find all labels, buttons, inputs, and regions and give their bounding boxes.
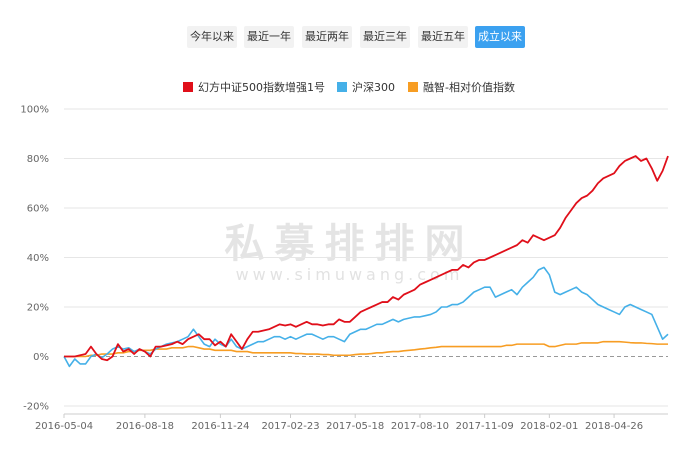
legend-swatch-series-1 [183,82,193,92]
y-tick-label: 100% [20,105,49,116]
legend-swatch-series-3 [408,82,418,92]
x-tick-label: 2017-02-23 [261,421,319,432]
x-tick-label: 2016-05-04 [35,421,93,432]
y-tick-label: 20% [27,303,49,314]
x-tick-label: 2018-04-26 [585,421,643,432]
tab-2-years[interactable]: 最近两年 [302,26,352,48]
chart-legend: 幻方中证500指数增强1号 沪深300 融智-相对价值指数 [0,80,699,96]
legend-label-series-2: 沪深300 [352,81,395,94]
x-tick-label: 2017-08-10 [391,421,449,432]
x-tick-label: 2017-05-18 [326,421,384,432]
x-tick-label: 2018-02-01 [520,421,578,432]
legend-label-series-1: 幻方中证500指数增强1号 [198,81,325,94]
period-tabs: 今年以来 最近一年 最近两年 最近三年 最近五年 成立以来 [0,26,699,48]
series-line-fund [64,155,669,362]
legend-swatch-series-2 [337,82,347,92]
tab-3-years[interactable]: 最近三年 [360,26,410,48]
legend-item-series-2[interactable]: 沪深300 [337,80,395,96]
y-tick-label: 0% [33,352,49,363]
legend-item-series-3[interactable]: 融智-相对价值指数 [408,80,515,96]
x-tick-label: 2017-11-09 [456,421,514,432]
tab-ytd[interactable]: 今年以来 [187,26,237,48]
y-tick-label: -20% [23,402,49,413]
y-tick-label: 60% [27,204,49,215]
y-tick-label: 80% [27,154,49,165]
tab-since-inception[interactable]: 成立以来 [475,26,525,48]
legend-label-series-3: 融智-相对价值指数 [423,81,515,94]
legend-item-series-1[interactable]: 幻方中证500指数增强1号 [183,80,325,96]
y-tick-label: 40% [27,253,49,264]
x-tick-label: 2016-11-24 [191,421,249,432]
tab-5-years[interactable]: 最近五年 [418,26,468,48]
x-tick-label: 2016-08-18 [116,421,174,432]
series-line-csi300 [63,266,669,368]
series-line-relative-value-index [64,340,668,358]
tab-1-year[interactable]: 最近一年 [244,26,294,48]
